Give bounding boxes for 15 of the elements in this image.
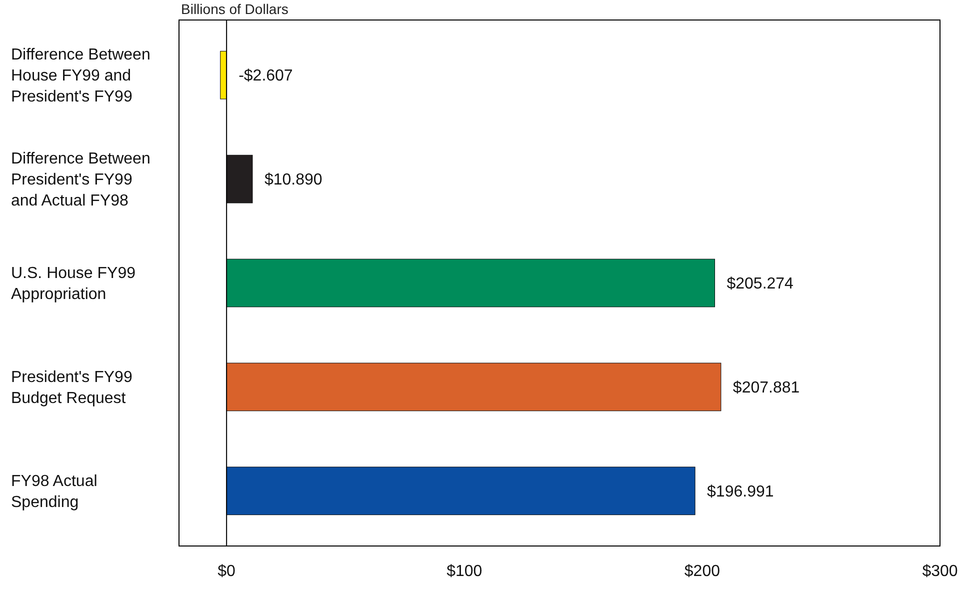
data-label: $207.881 — [732, 380, 800, 397]
data-label: $10.890 — [264, 172, 322, 189]
data-label: $196.991 — [707, 484, 774, 501]
x-axis-title: Billions of Dollars — [181, 1, 288, 17]
y-tick-label: President's FY99 Budget Request — [11, 369, 132, 408]
y-tick-label: FY98 Actual Spending — [11, 473, 98, 512]
y-tick-label: U.S. House FY99 Appropriation — [11, 265, 136, 304]
y-tick-label: Difference Between President's FY99 and Actual FY98 — [11, 150, 150, 210]
x-tick-label: $100 — [446, 563, 482, 580]
x-tick-label: $0 — [218, 563, 236, 580]
x-tick-label: $300 — [922, 563, 958, 580]
data-label: $205.274 — [726, 276, 794, 293]
x-tick-label: $200 — [684, 563, 720, 580]
y-tick-label: Difference Between House FY99 and President's FY99 — [11, 46, 150, 106]
data-label: -$2.607 — [238, 68, 293, 85]
